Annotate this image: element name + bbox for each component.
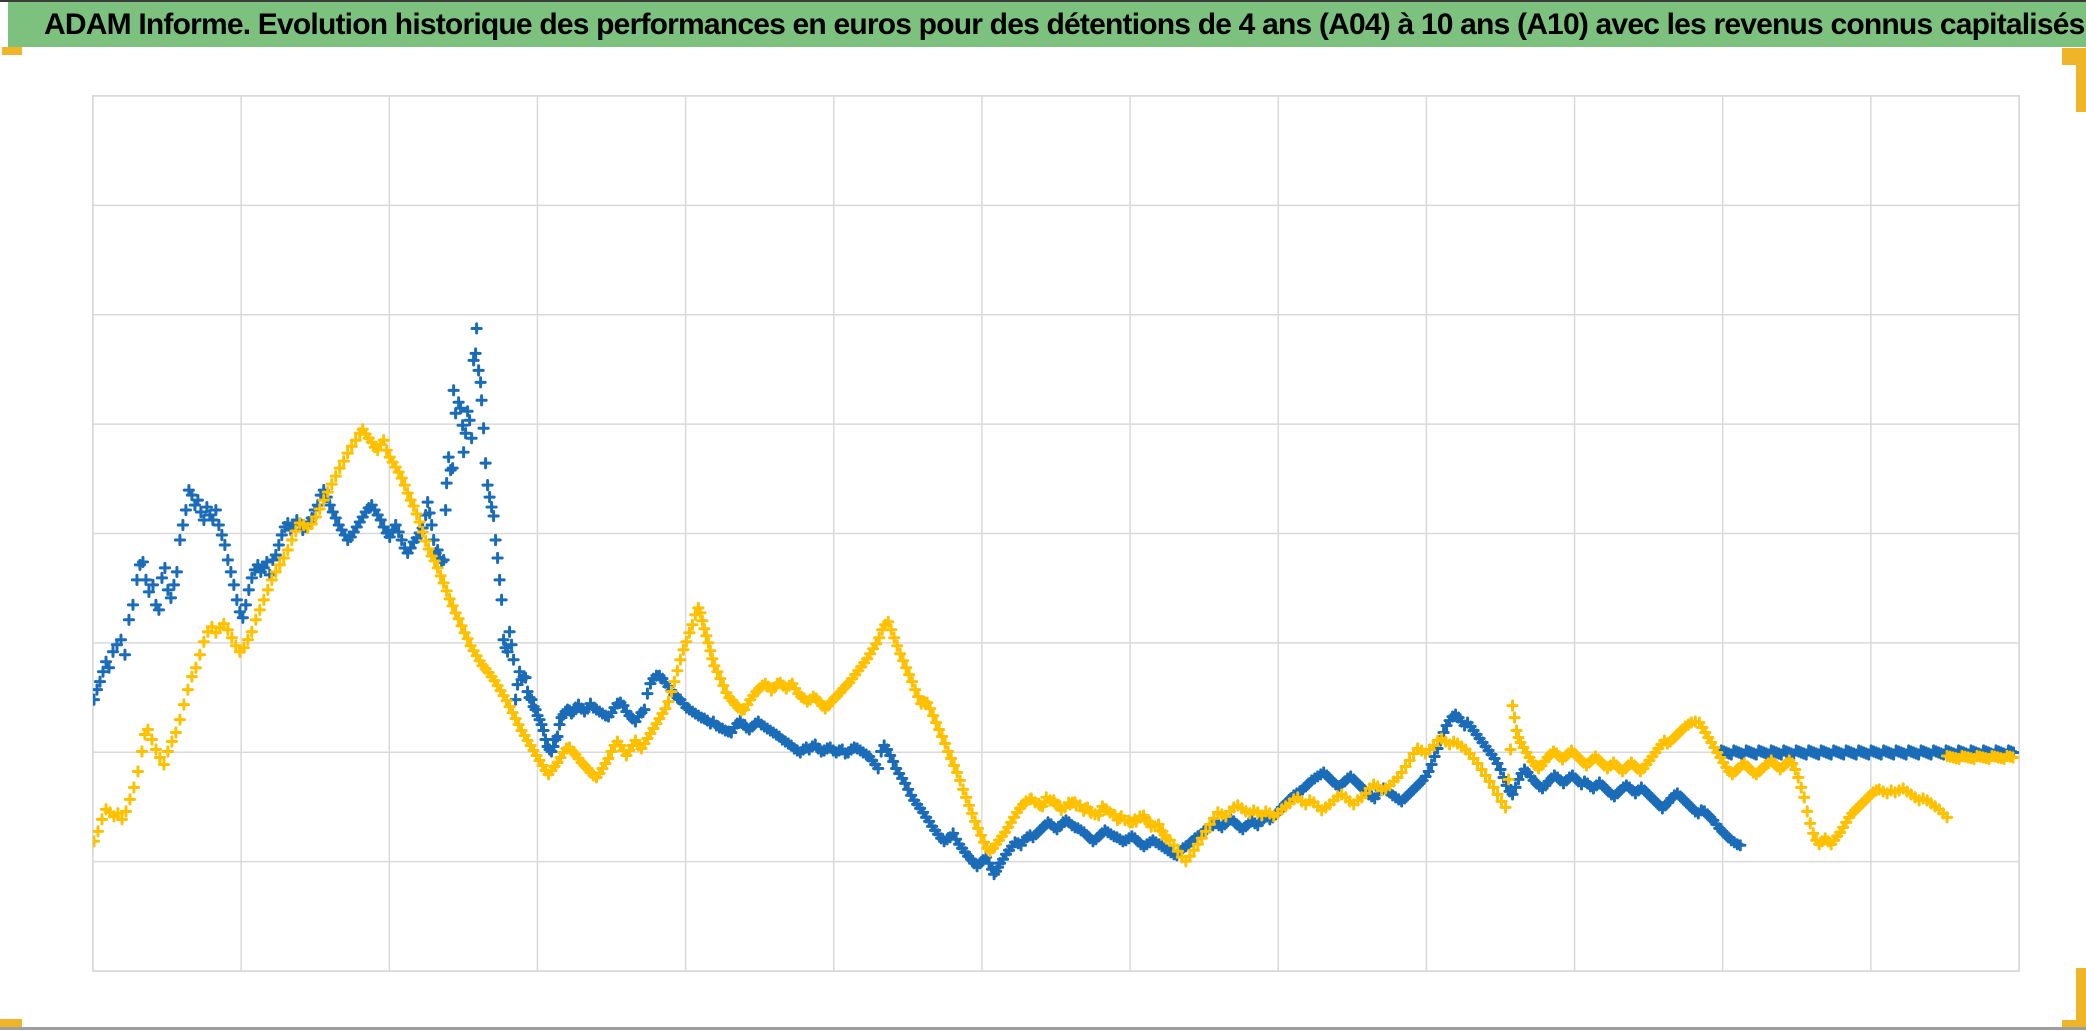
scatter-chart — [93, 96, 2019, 971]
chart-plot-area[interactable] — [92, 95, 2020, 972]
serie-jaune-A10 — [93, 423, 1954, 868]
serie-jaune-plateau — [1940, 749, 2019, 766]
selection-corner-top-right-edge — [2076, 48, 2086, 112]
selection-corner-bottom-right-edge — [2076, 968, 2086, 1030]
chart-title-bar: ADAM Informe. Evolution historique des p… — [8, 2, 2086, 47]
chart-title-text: ADAM Informe. Evolution historique des p… — [44, 7, 2085, 41]
serie-bleue-A04 — [93, 322, 1747, 881]
gridlines — [93, 96, 2019, 971]
bottom-divider-line — [0, 1027, 2086, 1030]
selection-handle-bottom-left[interactable] — [0, 1019, 22, 1030]
selection-handle-top-left[interactable] — [2, 47, 22, 55]
window-top-edge — [0, 0, 2086, 2]
selection-corner-bottom-right[interactable] — [2062, 1020, 2086, 1030]
